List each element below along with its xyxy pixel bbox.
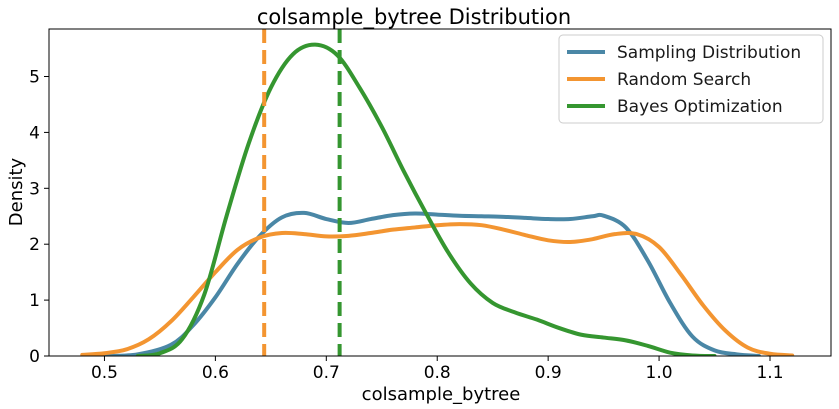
axes-border xyxy=(48,28,832,357)
y-tick-label: 1 xyxy=(29,291,40,311)
series-line-2 xyxy=(80,222,795,356)
x-axis-label: colsample_bytree xyxy=(362,384,521,405)
plot-area xyxy=(80,29,795,356)
y-tick-label: 5 xyxy=(29,68,40,88)
x-tick-label: 1.0 xyxy=(646,363,673,383)
y-axis-label: Density xyxy=(6,157,27,226)
legend-label-3: Bayes Optimization xyxy=(617,97,783,117)
legend-box xyxy=(558,34,824,124)
x-tick-label: 1.1 xyxy=(756,363,783,383)
x-tick-label: 0.7 xyxy=(313,363,340,383)
x-tick-label: 0.5 xyxy=(91,363,118,383)
plot-lines xyxy=(80,29,795,356)
y-tick-label: 2 xyxy=(29,235,40,255)
series-line-1 xyxy=(102,210,761,356)
axes-frame xyxy=(48,28,832,357)
chart-title: colsample_bytree Distribution xyxy=(257,5,571,30)
x-tick-label: 0.6 xyxy=(202,363,229,383)
legend-label-2: Random Search xyxy=(617,70,751,90)
y-tick-label: 4 xyxy=(29,123,40,143)
series-line-3 xyxy=(135,42,717,356)
legend: Sampling Distribution Random Search Bayes … xyxy=(558,34,824,124)
y-axis-ticks: 0 1 2 3 4 5 xyxy=(29,68,49,367)
x-tick-label: 0.9 xyxy=(535,363,562,383)
y-tick-label: 3 xyxy=(29,179,40,199)
x-axis-ticks: 0.5 0.6 0.7 0.8 0.9 1.0 1.1 xyxy=(91,356,784,383)
y-tick-label: 0 xyxy=(29,347,40,367)
legend-label-1: Sampling Distribution xyxy=(617,43,801,63)
x-tick-label: 0.8 xyxy=(424,363,451,383)
